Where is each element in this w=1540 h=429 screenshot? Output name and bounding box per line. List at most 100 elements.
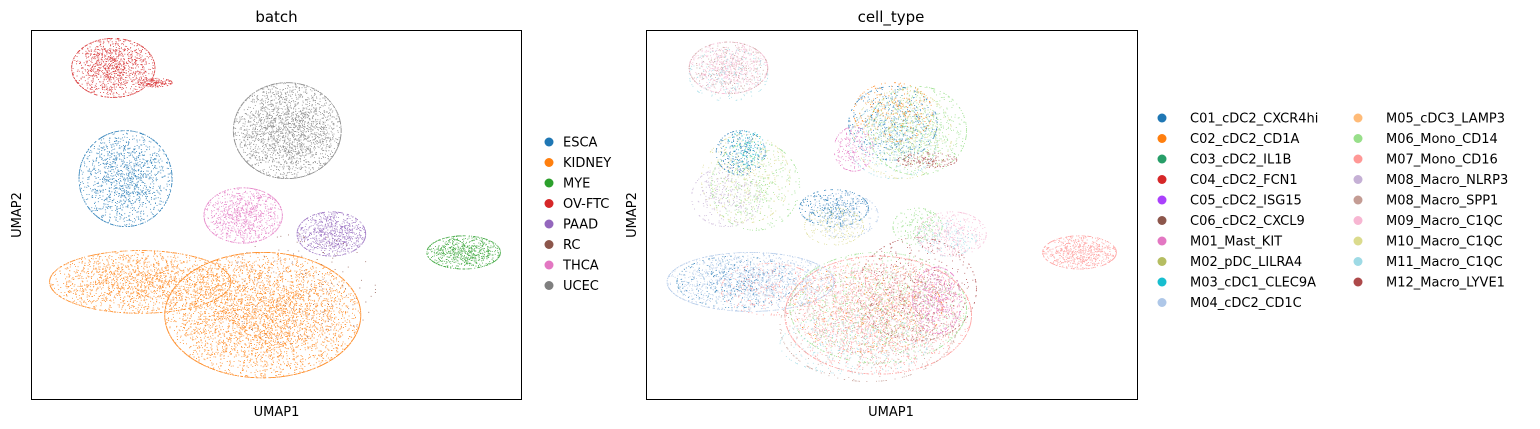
legend-marker: [1157, 154, 1167, 164]
legend-marker: [1157, 134, 1167, 143]
scatter-point-cloud-m06_mono_cd14: [892, 207, 943, 245]
scatter-point-cloud-m10_macro_c1qc: [701, 133, 791, 224]
legend-marker: [1157, 257, 1167, 266]
legend-marker: [1157, 113, 1167, 123]
scatter-point-cloud-paad: [296, 211, 367, 257]
legend-label: M06_Mono_CD14: [1386, 132, 1498, 147]
legend-item: M04_cDC2_CD1C: [1157, 296, 1302, 311]
legend-label: M01_Mast_KIT: [1190, 235, 1282, 250]
scatter-point-cloud-m10_macro_c1qc: [804, 207, 864, 246]
cell-type-scatter-points: [666, 41, 1117, 382]
cell-type-x-axis-label: UMAP1: [868, 405, 914, 420]
scatter-point-cloud-m08_macro_spp1: [688, 41, 769, 95]
legend-marker: [544, 199, 554, 208]
legend-item: C04_cDC2_FCN1: [1157, 173, 1298, 188]
legend-label: M08_Macro_NLRP3: [1386, 173, 1508, 188]
legend-marker: [544, 240, 554, 249]
legend-label: C03_cDC2_IL1B: [1190, 153, 1291, 168]
legend-item: M03_cDC1_CLEC9A: [1157, 276, 1316, 291]
legend-label: C02_cDC2_CD1A: [1190, 132, 1299, 147]
scatter-point-cloud-c01_cdc2_cxcr4hi: [715, 130, 766, 176]
legend-marker: [1353, 216, 1363, 225]
legend-label: M12_Macro_LYVE1: [1386, 276, 1505, 291]
legend-item: M08_Macro_NLRP3: [1353, 173, 1508, 188]
legend-label: M02_pDC_LILRA4: [1190, 255, 1302, 270]
scatter-point-cloud-kidney: [164, 251, 362, 379]
legend-item: ESCA: [544, 136, 598, 151]
scatter-point-cloud-ov-ftc: [71, 37, 156, 98]
legend-marker: [544, 219, 554, 229]
legend-label: M09_Macro_C1QC: [1386, 214, 1503, 229]
scatter-point-cloud-m04_cdc2_cd1c: [809, 192, 879, 239]
legend-item: C01_cDC2_CXCR4hi: [1157, 112, 1318, 127]
legend-item: MYE: [544, 177, 590, 192]
legend-marker: [1157, 216, 1167, 225]
scatter-point-cloud-rc: [228, 233, 376, 345]
cell-type-y-axis-label: UMAP2: [625, 192, 640, 238]
batch-panel: batch UMAP1 UMAP2 ESCA KIDNEY MYE OV-FTC PAA…: [10, 8, 611, 420]
legend-marker: [1353, 236, 1363, 246]
batch-title: batch: [255, 8, 297, 26]
legend-item: C06_cDC2_CXCL9: [1157, 214, 1305, 229]
legend-item: M06_Mono_CD14: [1353, 132, 1498, 147]
scatter-point-cloud-c01_cdc2_cxcr4hi: [799, 189, 869, 227]
legend-label: M08_Macro_SPP1: [1386, 194, 1498, 209]
legend-label: M10_Macro_C1QC: [1386, 235, 1503, 250]
scatter-point-cloud-m01_mast_kit: [912, 266, 963, 335]
scatter-point-cloud-kidney: [49, 250, 232, 314]
scatter-point-cloud-thca: [203, 187, 283, 244]
legend-item: M12_Macro_LYVE1: [1353, 276, 1505, 291]
legend-item: M05_cDC3_LAMP3: [1353, 112, 1505, 127]
legend-marker: [1353, 277, 1363, 287]
legend-label: C01_cDC2_CXCR4hi: [1190, 112, 1318, 127]
scatter-point-cloud-m08_macro_nlrp3: [691, 167, 761, 227]
legend-item: C02_cDC2_CD1A: [1157, 132, 1299, 147]
legend-label: THCA: [562, 259, 599, 274]
cell-type-title: cell_type: [858, 8, 925, 27]
legend-marker: [1353, 175, 1363, 184]
batch-y-axis-label: UMAP2: [10, 192, 25, 238]
legend-item: OV-FTC: [544, 197, 609, 212]
legend-label: OV-FTC: [563, 197, 609, 212]
scatter-point-cloud-m11_macro_c1qc: [688, 49, 769, 102]
scatter-point-cloud-c02_cdc2_cd1a: [853, 82, 933, 143]
legend-item: RC: [544, 238, 580, 253]
legend-label: C04_cDC2_FCN1: [1190, 173, 1298, 188]
legend-marker: [1353, 154, 1363, 164]
legend-label: C05_cDC2_ISG15: [1190, 194, 1302, 209]
legend-label: M03_cDC1_CLEC9A: [1190, 276, 1316, 291]
legend-marker: [544, 260, 554, 270]
scatter-point-cloud-m08_macro_spp1: [779, 270, 957, 382]
scatter-point-cloud-m05_cdc3_lamp3: [794, 263, 943, 353]
legend-item: M07_Mono_CD16: [1353, 153, 1498, 168]
scatter-point-cloud-c01_cdc2_cxcr4hi: [848, 85, 938, 161]
legend-item: PAAD: [544, 218, 598, 233]
scatter-point-cloud-ucec: [232, 82, 342, 180]
scatter-point-cloud-m09_macro_c1qc: [917, 211, 987, 257]
scatter-point-cloud-m03_cdc1_clec9a: [725, 130, 766, 168]
legend-label: M04_cDC2_CD1C: [1190, 296, 1302, 311]
legend-marker: [544, 158, 554, 167]
scatter-point-cloud-m12_macro_lyve1: [897, 152, 958, 168]
legend-item: M11_Macro_C1QC: [1353, 255, 1503, 270]
legend-marker: [1157, 277, 1167, 287]
cell-type-panel: cell_type UMAP1 UMAP2 C01_cDC2_CXCR4hi C0…: [625, 8, 1508, 420]
legend-label: C06_cDC2_CXCL9: [1190, 214, 1305, 229]
legend-item: M08_Macro_SPP1: [1353, 194, 1498, 209]
legend-marker: [1353, 195, 1363, 205]
scatter-point-cloud-m07_mono_cd16: [1042, 235, 1117, 270]
legend-marker: [1157, 175, 1167, 184]
legend-label: M05_cDC3_LAMP3: [1386, 112, 1505, 127]
legend-item: M09_Macro_C1QC: [1353, 214, 1503, 229]
legend-item: M10_Macro_C1QC: [1353, 235, 1503, 250]
legend-marker: [1353, 113, 1363, 123]
legend-marker: [544, 281, 554, 290]
scatter-point-cloud-c02_cdc2_cd1a: [794, 266, 943, 353]
legend-item: M01_Mast_KIT: [1157, 235, 1282, 250]
legend-marker: [544, 178, 554, 188]
scatter-point-cloud-m11_macro_c1qc: [848, 104, 938, 180]
legend-marker: [544, 137, 554, 147]
batch-scatter-points: [49, 37, 501, 379]
cell-type-axes-frame: [646, 30, 1138, 400]
